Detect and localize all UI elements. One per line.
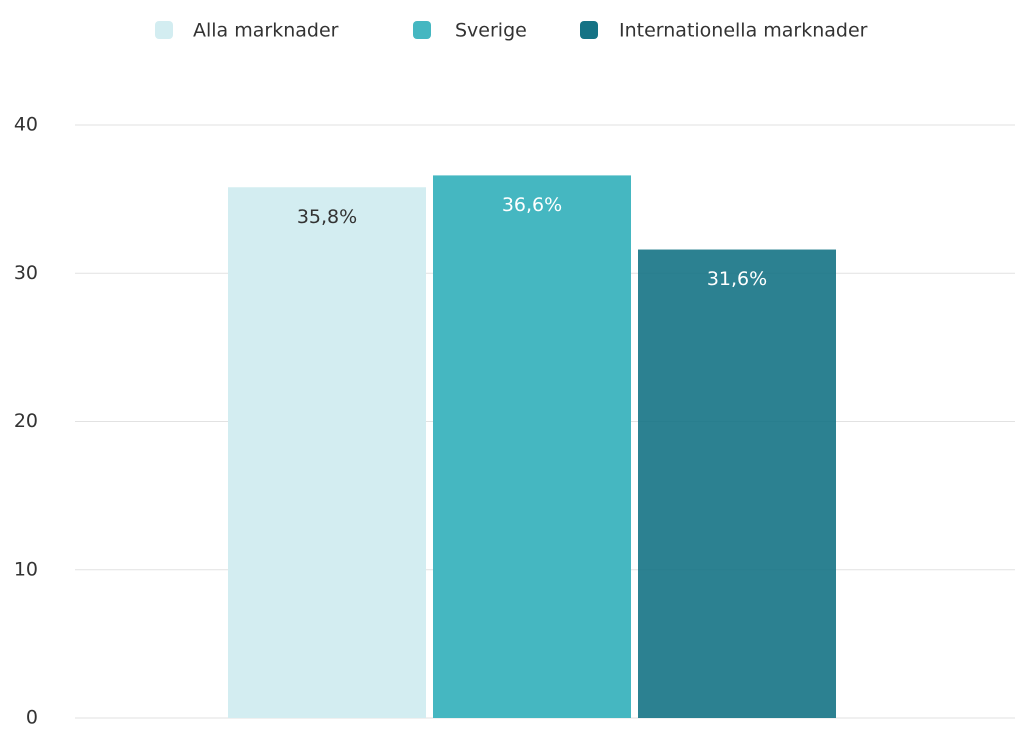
y-tick-label: 0: [26, 707, 38, 729]
y-tick-label: 30: [14, 262, 38, 284]
legend-swatch: [580, 21, 598, 39]
legend-label: Sverige: [455, 20, 527, 42]
y-tick-label: 10: [14, 558, 38, 580]
data-label: 35,8%: [297, 206, 357, 228]
bar: [228, 187, 426, 718]
data-label: 36,6%: [502, 194, 562, 216]
y-tick-label: 40: [14, 114, 38, 136]
data-label: 31,6%: [707, 268, 767, 290]
bar: [433, 175, 631, 718]
y-tick-label: 20: [14, 410, 38, 432]
legend-swatch: [413, 21, 431, 39]
legend-swatch: [155, 21, 173, 39]
bar: [638, 249, 836, 718]
legend-label: Alla marknader: [193, 20, 339, 42]
legend-label: Internationella marknader: [619, 20, 868, 42]
